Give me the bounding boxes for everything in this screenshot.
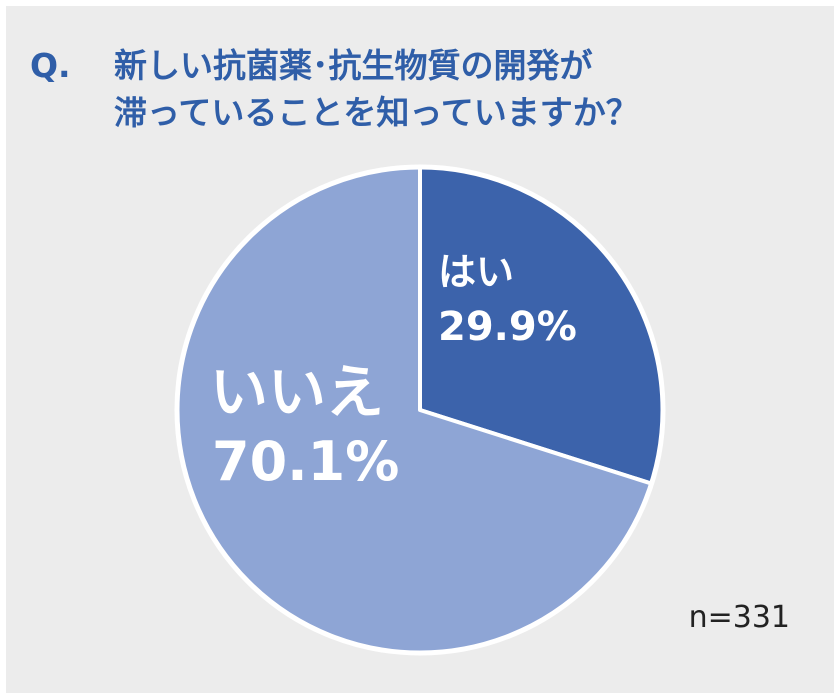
slice-value-yes: 29.9% (438, 304, 577, 350)
question-prefix: Q. (30, 46, 71, 85)
pie-rim (174, 164, 666, 656)
slice-label-no: いいえ (210, 358, 384, 426)
question-line-2: 滞っていることを知っていますか？ (114, 93, 639, 132)
question-line-1: 新しい抗菌薬･抗生物質の開発が (114, 46, 593, 85)
slice-value-no: 70.1% (212, 430, 399, 493)
pie-slices (174, 164, 666, 656)
question-title: Q. 新しい抗菌薬･抗生物質の開発が 滞っていることを知っていますか？ (30, 42, 639, 136)
slice-label-yes: はい (438, 250, 514, 294)
sample-size: n=331 (688, 600, 790, 635)
